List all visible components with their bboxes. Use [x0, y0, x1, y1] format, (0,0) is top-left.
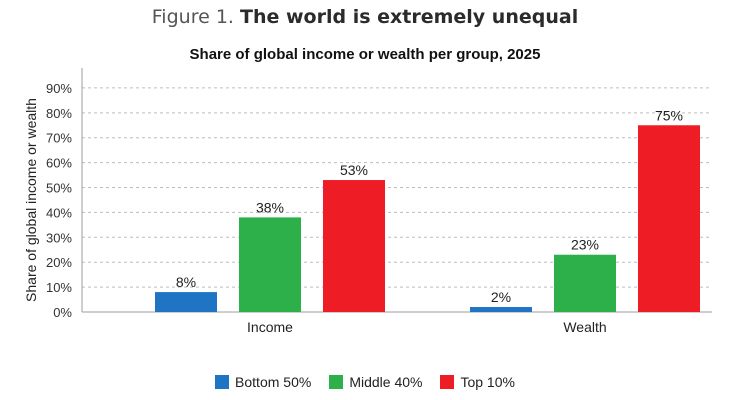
legend-label: Top 10% [460, 374, 515, 390]
data-label: 2% [491, 289, 511, 305]
legend-swatch [440, 375, 455, 389]
legend-label: Bottom 50% [235, 374, 312, 390]
bar-wealth-middle-40 [554, 254, 616, 312]
bar-income-bottom-50 [155, 292, 217, 312]
data-label: 38% [256, 199, 284, 215]
y-tick-label: 10% [46, 280, 72, 295]
legend-swatch [329, 375, 344, 389]
x-category-label: Wealth [563, 319, 606, 335]
y-tick-label: 50% [46, 181, 72, 196]
y-tick-label: 0% [53, 305, 72, 320]
bar-wealth-bottom-50 [470, 307, 532, 312]
chart-legend: Bottom 50% Middle 40% Top 10% [0, 374, 730, 390]
bar-income-top-10 [323, 180, 385, 312]
data-label: 53% [340, 162, 368, 178]
x-category-label: Income [247, 319, 293, 335]
y-tick-label: 20% [46, 255, 72, 270]
y-tick-label: 90% [46, 81, 72, 96]
legend-item: Middle 40% [329, 374, 422, 390]
y-axis-label: Share of global income or wealth [23, 98, 39, 302]
y-tick-label: 60% [46, 156, 72, 171]
chart-title: Share of global income or wealth per gro… [189, 46, 541, 63]
data-label: 75% [655, 107, 683, 123]
y-tick-label: 30% [46, 230, 72, 245]
data-label: 23% [571, 237, 599, 253]
bar-chart: 0% 10% 20% 30% 40% 50% 60% 70% 80% 90% Share of gl… [23, 68, 712, 335]
figure-title-text: The world is extremely unequal [240, 6, 579, 28]
y-tick-label: 40% [46, 205, 72, 220]
figure-number: Figure 1. [151, 6, 234, 28]
y-tick-label: 80% [46, 106, 72, 121]
legend-item: Bottom 50% [215, 374, 311, 390]
figure-title: Figure 1. The world is extremely unequal [0, 6, 730, 28]
legend-label: Middle 40% [349, 374, 423, 390]
bar-wealth-top-10 [638, 125, 700, 312]
y-tick-label: 70% [46, 131, 72, 146]
data-label: 8% [176, 274, 196, 290]
legend-swatch [215, 375, 230, 389]
bar-income-middle-40 [239, 217, 301, 312]
legend-item: Top 10% [440, 374, 515, 390]
